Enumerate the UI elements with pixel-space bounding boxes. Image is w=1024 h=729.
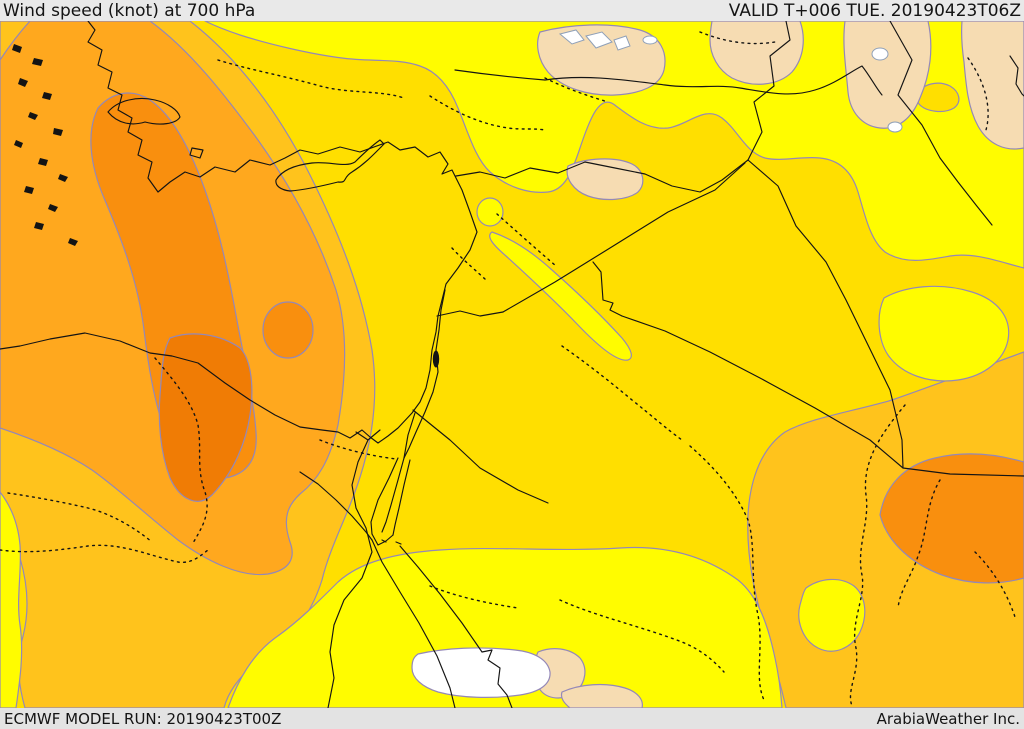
border-syria-iraq bbox=[502, 162, 746, 313]
caspian-coast-fragment bbox=[1009, 55, 1024, 97]
nile-river bbox=[327, 429, 381, 708]
aegean-islands bbox=[12, 44, 78, 246]
black-sea-coastline bbox=[454, 65, 883, 96]
map-title: Wind speed (knot) at 700 hPa bbox=[3, 0, 256, 21]
red-sea-east-coast bbox=[399, 545, 513, 708]
lake-anatolia-2 bbox=[585, 31, 613, 49]
lake-northeast-2 bbox=[887, 121, 903, 133]
border-northeast-zigzag bbox=[889, 21, 993, 226]
sinai-west-coast bbox=[370, 457, 399, 535]
band-white-south bbox=[411, 647, 551, 698]
border-turkey-syria bbox=[455, 159, 749, 193]
band-yellow-west-sliver bbox=[0, 491, 23, 708]
sinai-tip bbox=[371, 533, 394, 546]
lake-anatolia-4 bbox=[642, 35, 658, 45]
model-run-label: ECMWF MODEL RUN: 20190423T00Z bbox=[4, 709, 282, 728]
wind-speed-map bbox=[0, 21, 1024, 708]
band-yellow-east-spot bbox=[878, 285, 1010, 382]
rhodes-island bbox=[189, 147, 204, 159]
band-peach-center bbox=[566, 158, 644, 201]
band-peach-northeast bbox=[961, 21, 1024, 150]
border-israel-egypt bbox=[403, 412, 416, 459]
title-bar: Wind speed (knot) at 700 hPa VALID T+006… bbox=[0, 0, 1024, 21]
band-dark-orange-southeast bbox=[879, 453, 1024, 584]
footer-bar: ECMWF MODEL RUN: 20190423T00Z ArabiaWeat… bbox=[0, 708, 1024, 729]
border-jordan-syria bbox=[436, 310, 504, 317]
contour-bands-layer bbox=[0, 21, 1024, 708]
band-core-west bbox=[158, 333, 253, 502]
gulf-of-aqaba-east bbox=[392, 459, 411, 536]
border-jordan-east bbox=[592, 261, 623, 317]
band-peach-north-1 bbox=[709, 21, 804, 85]
band-dark-orange-spot bbox=[262, 301, 314, 359]
tiran-islets bbox=[381, 539, 402, 545]
mediterranean-coastline bbox=[0, 21, 478, 444]
dead-sea bbox=[432, 350, 440, 368]
brand-label: ArabiaWeather Inc. bbox=[876, 709, 1020, 728]
coastline-border-layer bbox=[0, 21, 1024, 708]
border-iraq-iran bbox=[747, 159, 904, 469]
dotted-borders-layer bbox=[0, 31, 1017, 707]
band-yellow-south bbox=[227, 546, 783, 708]
band-peach-north-2 bbox=[843, 21, 932, 129]
band-peach-south-2 bbox=[560, 683, 643, 708]
lake-anatolia-3 bbox=[613, 35, 631, 51]
band-yellow-southeast-spot bbox=[798, 578, 866, 652]
border-iraq-saudi bbox=[621, 315, 1024, 477]
lakes-layer bbox=[558, 29, 903, 133]
red-sea-west-coast bbox=[371, 539, 456, 708]
border-turkey-east bbox=[747, 21, 791, 161]
jordan-valley-line bbox=[403, 289, 446, 459]
band-yellow-streak bbox=[489, 231, 632, 361]
band-yellow-north bbox=[204, 21, 1024, 269]
lake-anatolia-1 bbox=[558, 29, 585, 45]
lake-northeast-1 bbox=[871, 47, 889, 61]
valid-time-label: VALID T+006 TUE. 20190423T06Z bbox=[728, 0, 1021, 21]
crete-island bbox=[107, 97, 181, 125]
border-jordan-saudi bbox=[412, 409, 549, 504]
gulf-of-aqaba-west bbox=[381, 457, 405, 533]
cyprus-island bbox=[275, 139, 385, 192]
band-yellow-small-spot bbox=[476, 197, 504, 227]
